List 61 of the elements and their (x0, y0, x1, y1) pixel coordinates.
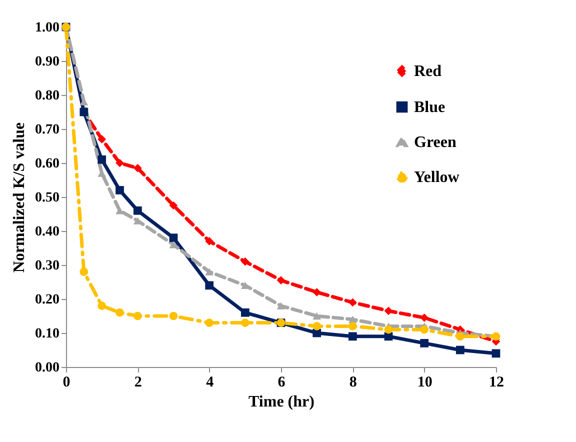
point (205, 268, 214, 276)
point (205, 237, 214, 246)
point (240, 257, 250, 266)
point (169, 234, 178, 242)
point (98, 135, 106, 144)
y-tick-label: 0.40 (35, 224, 60, 240)
point (116, 308, 124, 317)
point (492, 349, 500, 358)
point (80, 268, 88, 276)
point (384, 306, 393, 316)
y-tick-label: 0.00 (35, 360, 60, 376)
point (348, 332, 357, 341)
x-tick-label: 2 (134, 374, 142, 390)
point (98, 302, 106, 310)
point (205, 318, 214, 327)
point (169, 312, 178, 320)
point (348, 322, 357, 330)
point (116, 186, 124, 194)
x-axis-title: Time (hr) (248, 394, 314, 410)
point (116, 206, 124, 214)
y-tick-label: 0.60 (35, 156, 60, 172)
y-tick-label: 0.10 (35, 326, 60, 342)
x-tick-label: 0 (62, 374, 70, 390)
point (312, 288, 322, 296)
point (420, 339, 429, 348)
point (240, 308, 250, 317)
point (312, 322, 322, 330)
point (276, 302, 286, 310)
y-tick-label: 1.00 (35, 20, 60, 36)
point (133, 164, 142, 172)
point (456, 332, 464, 341)
point (133, 206, 142, 215)
point (420, 314, 429, 322)
point (116, 158, 124, 168)
point (169, 201, 178, 210)
x-tick-label: 12 (489, 374, 504, 390)
legend-label: Red (414, 63, 442, 80)
point (240, 318, 250, 327)
y-tick-label: 0.80 (35, 88, 60, 104)
y-tick-label: 0.90 (35, 54, 60, 70)
point (133, 312, 142, 320)
y-tick-label: 0.20 (35, 292, 60, 308)
y-tick-label: 0.30 (35, 258, 60, 274)
y-axis-title: Normalized K/S value (11, 122, 28, 273)
point (276, 276, 286, 284)
x-tick-label: 8 (349, 374, 357, 390)
x-tick-label: 6 (278, 374, 286, 390)
point (420, 325, 429, 334)
x-tick-label: 10 (417, 374, 432, 390)
y-tick-label: 0.70 (35, 122, 60, 138)
y-tick-label: 0.50 (35, 190, 60, 206)
point (312, 312, 322, 320)
point (456, 346, 464, 354)
point (98, 155, 106, 164)
point (348, 298, 357, 307)
x-tick-label: 4 (206, 374, 214, 390)
legend-label: Blue (414, 99, 446, 116)
legend-label: Green (414, 134, 456, 151)
point (205, 281, 214, 290)
legend-label: Yellow (414, 169, 460, 186)
point (384, 325, 393, 334)
